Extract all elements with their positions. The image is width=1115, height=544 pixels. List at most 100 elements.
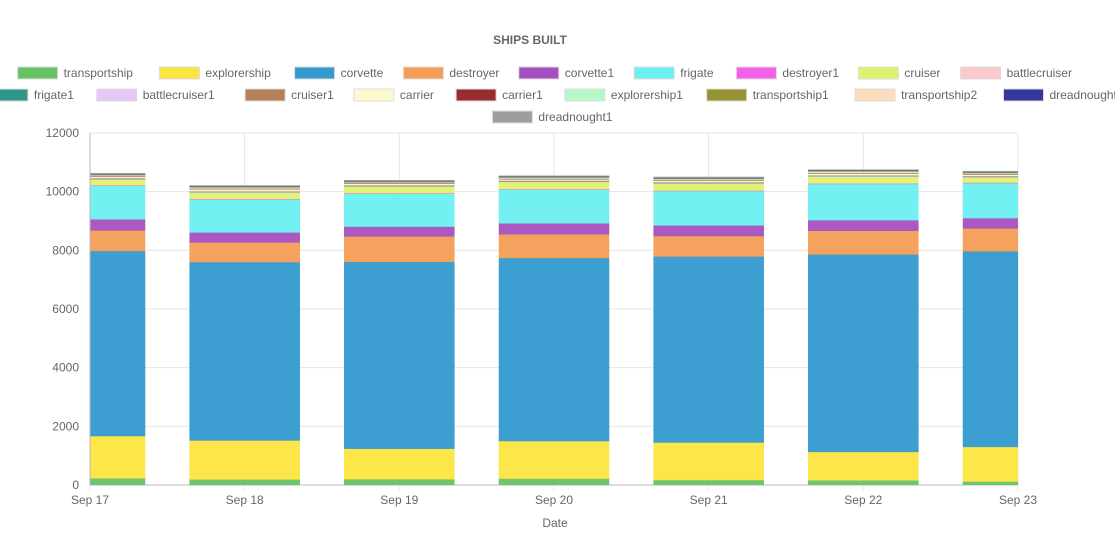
bar-corvette1-sep-22[interactable] <box>808 220 918 231</box>
legend-item-transportship[interactable]: transportship <box>18 66 134 80</box>
bar-explorership-sep-22[interactable] <box>808 452 918 480</box>
legend-label: explorership1 <box>611 88 683 102</box>
legend-item-destroyer[interactable]: destroyer <box>403 66 499 80</box>
legend-item-dreadnought1[interactable]: dreadnought1 <box>492 110 612 124</box>
bar-cruiser-sep-23[interactable] <box>963 177 1073 182</box>
x-tick-label: Sep 21 <box>690 493 728 507</box>
legend-item-explorership1[interactable]: explorership1 <box>565 88 683 102</box>
bar-transportship-sep-23[interactable] <box>963 481 1073 485</box>
bar-corvette1-sep-23[interactable] <box>963 218 1073 228</box>
legend-item-frigate1[interactable]: frigate1 <box>0 88 74 102</box>
bar-corvette1-sep-19[interactable] <box>344 227 454 237</box>
bar-destroyer-sep-20[interactable] <box>499 234 609 258</box>
chart-title: SHIPS BUILT <box>493 33 567 47</box>
bar-dreadnought1-sep-19[interactable] <box>344 180 454 181</box>
bar-corvette-sep-21[interactable] <box>654 256 764 442</box>
legend-swatch <box>245 89 285 101</box>
bar-cruiser-sep-18[interactable] <box>190 193 300 199</box>
legend-item-frigate[interactable]: frigate <box>634 66 714 80</box>
bar-explorership-sep-20[interactable] <box>499 441 609 479</box>
bar-frigate-sep-22[interactable] <box>808 184 918 220</box>
x-tick-label: Sep 18 <box>226 493 264 507</box>
bar-transportship-sep-19[interactable] <box>344 479 454 485</box>
bar-transportship-sep-21[interactable] <box>654 480 764 485</box>
bar-frigate-sep-18[interactable] <box>190 199 300 232</box>
legend-item-dreadnought[interactable]: dreadnought <box>1004 88 1115 102</box>
legend-item-transportship1[interactable]: transportship1 <box>707 88 829 102</box>
legend-item-carrier1[interactable]: carrier1 <box>456 88 543 102</box>
bar-explorership-sep-23[interactable] <box>963 447 1073 482</box>
bar-corvette-sep-22[interactable] <box>808 254 918 451</box>
bar-dreadnought1-sep-21[interactable] <box>654 177 764 178</box>
bar-corvette-sep-23[interactable] <box>963 251 1073 447</box>
legend-swatch <box>159 67 199 79</box>
bar-cruiser-sep-22[interactable] <box>808 177 918 184</box>
x-tick-label: Sep 17 <box>71 493 109 507</box>
legend-swatch <box>295 67 335 79</box>
bar-corvette1-sep-18[interactable] <box>190 232 300 242</box>
legend-swatch <box>18 67 58 79</box>
legend-swatch <box>403 67 443 79</box>
bar-cruiser-sep-21[interactable] <box>654 183 764 190</box>
legend-item-carrier[interactable]: carrier <box>354 88 434 102</box>
y-tick-label: 0 <box>72 478 79 492</box>
bar-corvette-sep-19[interactable] <box>344 262 454 449</box>
bar-cruiser-sep-20[interactable] <box>499 182 609 189</box>
legend-label: transportship2 <box>901 88 977 102</box>
legend-swatch <box>707 89 747 101</box>
legend-swatch <box>492 111 532 123</box>
legend-label: corvette1 <box>565 66 615 80</box>
legend-label: transportship1 <box>753 88 829 102</box>
bar-transportship-sep-18[interactable] <box>190 479 300 485</box>
legend-item-battlecruiser1[interactable]: battlecruiser1 <box>97 88 215 102</box>
legend-swatch <box>858 67 898 79</box>
legend-label: frigate1 <box>34 88 74 102</box>
legend-item-cruiser[interactable]: cruiser <box>858 66 940 80</box>
legend-item-corvette[interactable]: corvette <box>295 66 384 80</box>
bar-frigate-sep-20[interactable] <box>499 189 609 223</box>
bar-dreadnought1-sep-18[interactable] <box>190 186 300 187</box>
bar-frigate-sep-21[interactable] <box>654 191 764 226</box>
bar-destroyer-sep-21[interactable] <box>654 236 764 257</box>
bar-transportship-sep-20[interactable] <box>499 479 609 485</box>
bar-frigate-sep-19[interactable] <box>344 193 454 226</box>
bar-destroyer-sep-19[interactable] <box>344 236 454 262</box>
bar-dreadnought1-sep-22[interactable] <box>808 170 918 171</box>
legend-item-destroyer1[interactable]: destroyer1 <box>736 66 839 80</box>
legend-swatch <box>0 89 28 101</box>
y-tick-label: 6000 <box>52 302 79 316</box>
bar-destroyer-sep-23[interactable] <box>963 228 1073 251</box>
bar-corvette-sep-18[interactable] <box>190 262 300 440</box>
legend-item-cruiser1[interactable]: cruiser1 <box>245 88 334 102</box>
legend-swatch <box>736 67 776 79</box>
bar-destroyer-sep-18[interactable] <box>190 242 300 262</box>
bar-explorership-sep-21[interactable] <box>654 442 764 480</box>
legend-item-corvette1[interactable]: corvette1 <box>519 66 615 80</box>
legend-swatch <box>1004 89 1044 101</box>
bar-corvette1-sep-21[interactable] <box>654 225 764 236</box>
bar-transportship-sep-22[interactable] <box>808 480 918 485</box>
legend-swatch <box>855 89 895 101</box>
legend-label: destroyer1 <box>782 66 839 80</box>
legend-label: cruiser <box>904 66 940 80</box>
bar-destroyer-sep-22[interactable] <box>808 231 918 255</box>
legend-label: carrier1 <box>502 88 543 102</box>
legend-item-battlecruiser[interactable]: battlecruiser <box>961 66 1072 80</box>
bar-dreadnought1-sep-20[interactable] <box>499 176 609 177</box>
bar-corvette1-sep-20[interactable] <box>499 223 609 234</box>
y-tick-label: 8000 <box>52 243 79 257</box>
legend-item-explorership[interactable]: explorership <box>159 66 271 80</box>
bar-cruiser-sep-19[interactable] <box>344 186 454 193</box>
legend-item-transportship2[interactable]: transportship2 <box>855 88 977 102</box>
bar-frigate-sep-23[interactable] <box>963 183 1073 218</box>
bar-corvette-sep-20[interactable] <box>499 258 609 441</box>
bar-explorership-sep-19[interactable] <box>344 449 454 480</box>
x-tick-label: Sep 22 <box>844 493 882 507</box>
y-tick-label: 12000 <box>46 126 80 140</box>
bar-explorership-sep-18[interactable] <box>190 440 300 479</box>
legend-swatch <box>519 67 559 79</box>
bar-dreadnought1-sep-23[interactable] <box>963 171 1073 172</box>
legend-label: explorership <box>205 66 271 80</box>
